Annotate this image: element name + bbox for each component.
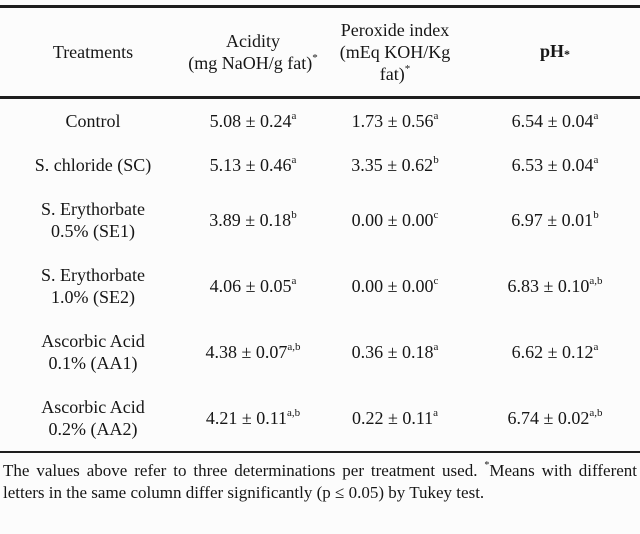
col-header-acidity-line2: (mg NaOH/g fat)* [188,52,318,74]
sig-letter: a [433,341,439,353]
col-header-treatments: Treatments [0,6,186,99]
treatment-cell: S. Erythorbate 1.0% (SE2) [41,265,145,307]
acidity-cell: 5.13 ± 0.46a [209,154,297,176]
ph-cell: 6.97 ± 0.01b [511,209,599,231]
table-row-erythorbate-05: S. Erythorbate 0.5% (SE1) 3.89 ± 0.18b 0… [0,187,640,253]
peroxide-cell: 0.00 ± 0.00c [351,275,439,297]
header-row: Treatments Acidity (mg NaOH/g fat)* Pero… [0,6,640,99]
peroxide-cell: 3.35 ± 0.62b [351,154,439,176]
table-row-ascorbic-01: Ascorbic Acid 0.1% (AA1) 4.38 ± 0.07a,b … [0,319,640,385]
treatment-cell: S. Erythorbate 0.5% (SE1) [41,199,145,241]
ph-cell: 6.54 ± 0.04a [511,110,599,132]
ph-cell: 6.74 ± 0.02a,b [470,385,640,453]
peroxide-cell: 0.36 ± 0.18a [351,341,439,363]
sig-letter: a [593,154,599,166]
table-row-erythorbate-10: S. Erythorbate 1.0% (SE2) 4.06 ± 0.05a 0… [0,253,640,319]
treatment-cell: S. chloride (SC) [34,155,152,175]
sig-letter: a [291,275,297,287]
acidity-cell: 3.89 ± 0.18b [209,209,297,231]
sig-letter: c [433,209,439,221]
sig-letter: b [593,209,599,221]
treatment-cell: Ascorbic Acid 0.2% (AA2) [0,385,186,453]
treatment-cell: Ascorbic Acid 0.1% (AA1) [41,331,145,373]
table-row-s-chloride: S. chloride (SC) 5.13 ± 0.46a 3.35 ± 0.6… [0,143,640,187]
acidity-cell: 4.06 ± 0.05a [209,275,297,297]
sig-letter: a,b [287,407,301,419]
peroxide-cell: 1.73 ± 0.56a [351,110,439,132]
ph-cell: 6.83 ± 0.10a,b [507,275,603,297]
col-header-acidity: Acidity (mg NaOH/g fat)* [186,6,320,99]
acidity-cell: 5.08 ± 0.24a [209,110,297,132]
col-header-peroxide-line2: (mEq KOH/Kg [339,42,451,62]
peroxide-cell: 0.00 ± 0.00c [351,209,439,231]
peroxide-cell: 0.22 ± 0.11a [320,385,470,453]
results-table: Treatments Acidity (mg NaOH/g fat)* Pero… [0,5,640,453]
sig-letter: b [291,209,297,221]
sig-letter: a [593,341,599,353]
ph-cell: 6.62 ± 0.12a [511,341,599,363]
acidity-cell: 4.21 ± 0.11a,b [186,385,320,453]
sig-letter: a [291,110,297,122]
table-footnote: The values above refer to three determin… [3,460,637,502]
sig-letter: a,b [287,341,301,353]
treatment-cell: Control [65,111,121,131]
table-row-ascorbic-02: Ascorbic Acid 0.2% (AA2) 4.21 ± 0.11a,b … [0,385,640,453]
sig-letter: a,b [589,275,603,287]
col-header-ph: pH* [470,6,640,99]
col-header-peroxide: Peroxide index (mEq KOH/Kg fat)* [320,6,470,99]
acidity-footnote-mark: * [312,52,318,64]
col-header-peroxide-line1: Peroxide index [340,20,450,40]
col-header-peroxide-line3: fat)* [379,63,411,85]
ph-cell: 6.53 ± 0.04a [511,154,599,176]
col-header-treatments-label: Treatments [52,42,134,62]
table-row-control: Control 5.08 ± 0.24a 1.73 ± 0.56a 6.54 ±… [0,98,640,144]
sig-letter: c [433,275,439,287]
sig-letter: b [433,154,439,166]
sig-letter: a [433,407,439,419]
sig-letter: a [291,154,297,166]
peroxide-footnote-mark: * [404,63,411,75]
col-header-acidity-line1: Acidity [226,31,280,51]
acidity-cell: 4.38 ± 0.07a,b [205,341,301,363]
sig-letter: a [593,110,599,122]
ph-footnote-mark: * [564,46,570,61]
sig-letter: a,b [589,407,603,419]
footnote-asterisk: * [484,460,490,472]
sig-letter: a [433,110,439,122]
